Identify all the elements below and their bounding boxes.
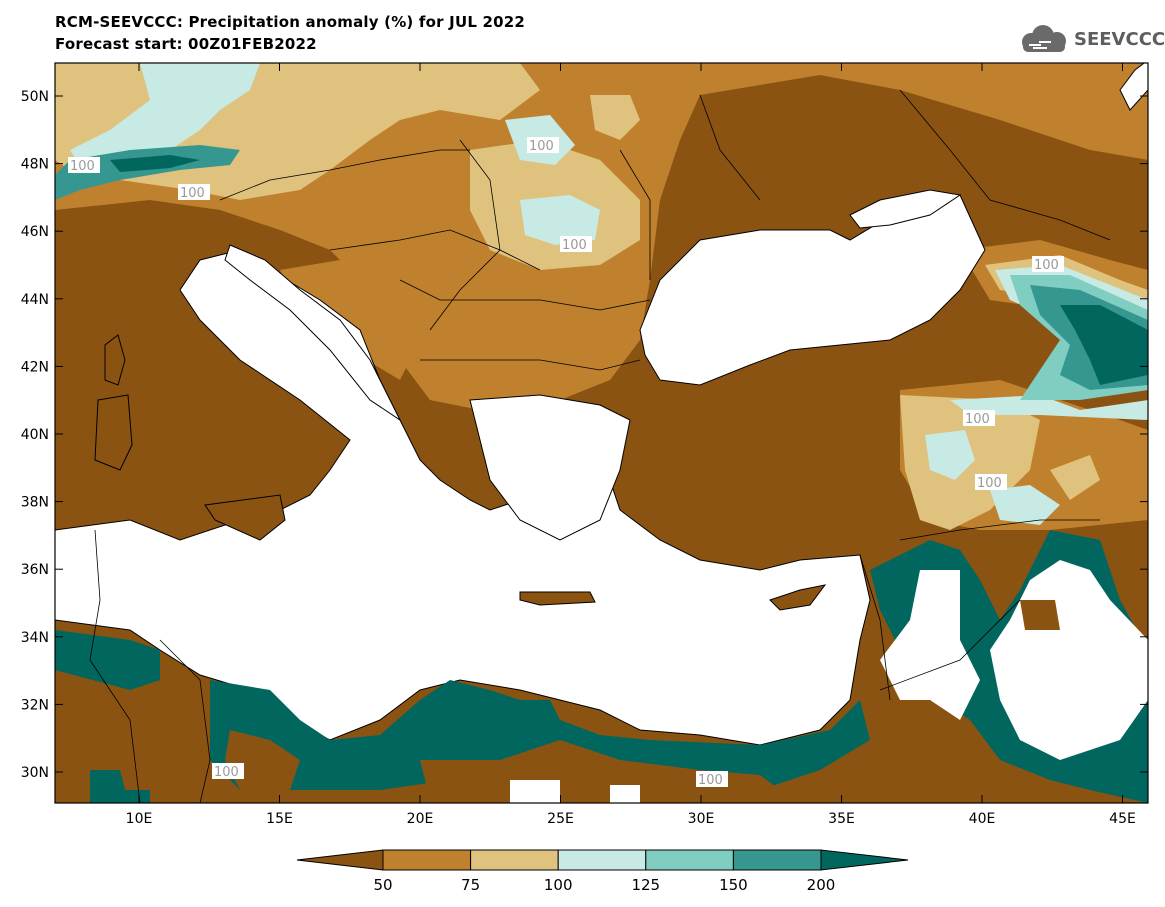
field-75-100 xyxy=(590,95,640,140)
lon-label: 20E xyxy=(407,811,434,827)
field-above200 xyxy=(1060,305,1148,385)
field-150-200 xyxy=(55,145,240,200)
chart-title: RCM-SEEVCCC: Precipitation anomaly (%) f… xyxy=(55,13,526,31)
colorbar-label: 50 xyxy=(373,876,392,894)
lat-label: 44N xyxy=(21,292,49,308)
colorbar-label: 100 xyxy=(544,876,573,894)
field-100-125 xyxy=(70,63,260,165)
lat-axis: 50N 48N 46N 44N 42N 40N 38N 36N 34N 32N 30N xyxy=(21,89,1148,781)
colorbar-swatch xyxy=(557,849,647,871)
lat-label: 46N xyxy=(21,224,49,240)
lon-label: 35E xyxy=(828,811,855,827)
lat-label: 42N xyxy=(21,359,49,375)
field-100-125 xyxy=(520,195,600,245)
lon-label: 15E xyxy=(266,811,293,827)
cyprus xyxy=(769,584,827,611)
field-above200 xyxy=(110,155,200,172)
field-100-125 xyxy=(950,395,1148,420)
islands xyxy=(94,334,827,611)
lon-label: 40E xyxy=(969,811,996,827)
field-100-125 xyxy=(925,430,975,480)
lat-label: 48N xyxy=(21,157,49,173)
corsica xyxy=(104,334,126,386)
north-africa xyxy=(55,530,1148,803)
contour-label: 100 xyxy=(965,412,990,427)
lat-label: 30N xyxy=(21,765,49,781)
chart-subtitle: Forecast start: 00Z01FEB2022 xyxy=(55,35,317,53)
field-100-125 xyxy=(990,485,1060,525)
crete xyxy=(519,591,596,606)
caspian-sea xyxy=(1119,63,1148,111)
borders xyxy=(89,89,1111,803)
field-75-100 xyxy=(1050,455,1100,500)
field-50-75 xyxy=(280,260,420,380)
azov-sea xyxy=(849,189,962,229)
lat-label: 40N xyxy=(21,427,49,443)
contour-labels: 100 100 100 100 100 100 100 100 100 xyxy=(68,137,1064,788)
lon-label: 25E xyxy=(547,811,574,827)
lat-label: 34N xyxy=(21,630,49,646)
lat-label: 38N xyxy=(21,495,49,511)
contour-label: 100 xyxy=(562,238,587,253)
lon-label: 30E xyxy=(688,811,715,827)
colorbar-swatch xyxy=(470,849,559,871)
colorbar-label: 125 xyxy=(631,876,660,894)
map-frame xyxy=(54,62,1149,804)
colorbar-label: 75 xyxy=(461,876,480,894)
lon-label: 45E xyxy=(1109,811,1136,827)
colorbar-swatch xyxy=(732,849,822,871)
lat-label: 32N xyxy=(21,697,49,713)
adriatic-sea xyxy=(224,244,402,422)
contour-label: 100 xyxy=(70,159,95,174)
colorbar: 50 75 100 125 150 200 xyxy=(296,849,909,894)
colorbar-extend-high xyxy=(820,849,909,871)
sicily xyxy=(204,494,286,541)
sea-mask xyxy=(55,63,1148,746)
colorbar-label: 200 xyxy=(807,876,836,894)
contour-label: 100 xyxy=(529,139,554,154)
lon-label: 10E xyxy=(126,811,153,827)
lat-label: 50N xyxy=(21,89,49,105)
logo-text: SEEVCCC xyxy=(1074,29,1165,50)
lon-axis: 10E 15E 20E 25E 30E 35E 40E 45E xyxy=(126,63,1136,827)
contour-label: 100 xyxy=(214,765,239,780)
sardinia xyxy=(94,394,133,471)
colorbar-extend-low xyxy=(296,849,384,871)
cloud-icon xyxy=(1022,25,1066,52)
colorbar-label: 150 xyxy=(719,876,748,894)
contour-label: 100 xyxy=(1034,258,1059,273)
contour-label: 100 xyxy=(977,476,1002,491)
aegean-sea xyxy=(469,394,631,541)
contour-label: 100 xyxy=(698,773,723,788)
contour-label: 100 xyxy=(180,186,205,201)
colorbar-swatch xyxy=(645,849,734,871)
colorbar-swatch xyxy=(382,849,472,871)
lat-label: 36N xyxy=(21,562,49,578)
black-sea xyxy=(639,194,986,386)
